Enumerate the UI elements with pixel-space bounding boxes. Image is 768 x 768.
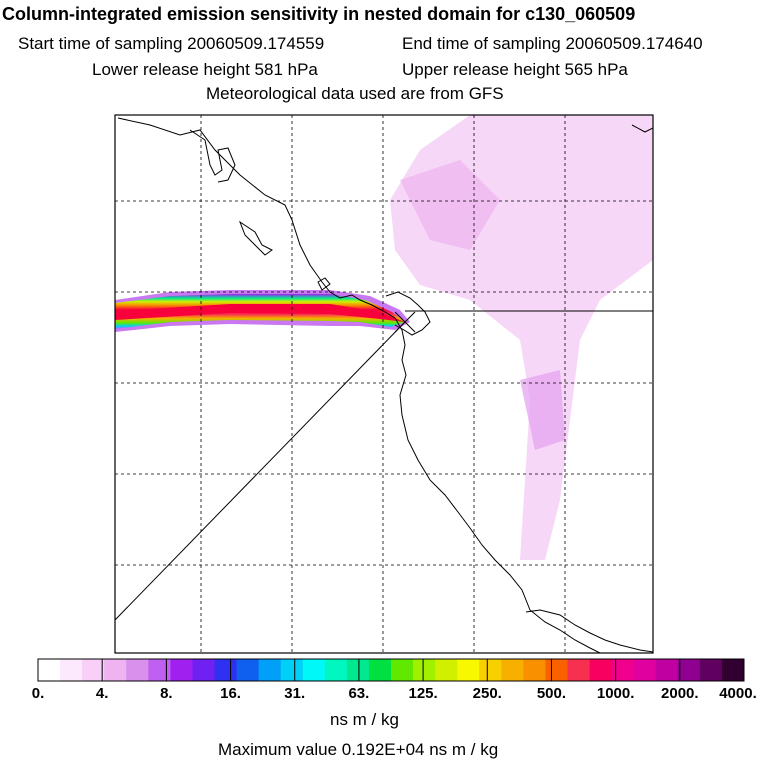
colorbar-tick-label: 31. <box>284 685 305 702</box>
colorbar-swatch <box>126 659 149 681</box>
colorbar-swatch <box>324 659 348 681</box>
release-markers <box>114 310 653 621</box>
low-sensitivity-patch <box>520 370 565 450</box>
colorbar-tick-label: 125. <box>408 685 437 702</box>
colorbar-units-label: ns m / kg <box>330 710 399 729</box>
colorbar-swatch <box>589 659 613 681</box>
colorbar-swatch <box>677 659 701 681</box>
bay-outline <box>385 291 431 336</box>
colorbar-swatch <box>655 659 679 681</box>
colorbar-tick-label: 16. <box>220 685 241 702</box>
colorbar-swatch <box>391 659 414 681</box>
colorbar-swatch <box>258 659 282 681</box>
colorbar-tick-label: 2000. <box>661 685 699 702</box>
meteorological-data-label: Meteorological data used are from GFS <box>206 84 504 103</box>
colorbar-swatch <box>721 659 745 681</box>
colorbar-swatch <box>567 659 591 681</box>
colorbar-tick-label: 63. <box>348 685 369 702</box>
chart-title: Column-integrated emission sensitivity i… <box>2 4 636 24</box>
colorbar-swatch <box>501 659 524 681</box>
colorbar-swatch <box>413 659 436 681</box>
colorbar-swatch <box>236 659 260 681</box>
release-diagonal-line <box>114 321 406 621</box>
colorbar-tick-labels: 0. 4. 8. 16. 31. 63. 125. 250. 500. 1000. 2000. 400… <box>32 685 757 702</box>
colorbar-swatch <box>368 659 392 681</box>
colorbar-tick-label: 1000. <box>597 685 635 702</box>
colorbar-swatch <box>302 659 326 681</box>
lower-release-height-label: Lower release height 581 hPa <box>92 60 318 79</box>
colorbar-swatch <box>60 659 83 681</box>
colorbar-swatch <box>170 659 193 681</box>
colorbar-swatch <box>104 659 127 681</box>
sensitivity-field <box>115 115 653 560</box>
colorbar-swatch <box>280 659 304 681</box>
colorbar-tick-label: 250. <box>473 685 502 702</box>
colorbar-tick-label: 4. <box>96 685 109 702</box>
maximum-value-label: Maximum value 0.192E+04 ns m / kg <box>218 740 499 759</box>
coastline-main <box>117 117 601 653</box>
inland-border <box>525 609 653 653</box>
map-frame <box>114 114 654 654</box>
island-outline <box>317 277 331 291</box>
colorbar-swatch <box>346 659 370 681</box>
colorbar-swatch <box>82 659 105 681</box>
island-outline <box>238 220 273 256</box>
colorbar-swatch <box>457 659 480 681</box>
colorbar-swatch <box>545 659 568 681</box>
plume-peak <box>115 304 405 322</box>
colorbar-swatch <box>523 659 546 681</box>
end-time-label: End time of sampling 20060509.174640 <box>402 34 703 53</box>
colorbar-swatch <box>699 659 723 681</box>
colorbar-swatch <box>192 659 215 681</box>
low-sensitivity-patch <box>400 160 500 250</box>
colorbar-swatch <box>435 659 458 681</box>
colorbar <box>37 658 745 682</box>
colorbar-frame <box>37 658 745 682</box>
colorbar-tick-label: 0. <box>32 685 45 702</box>
colorbar-swatch <box>214 659 238 681</box>
colorbar-swatch <box>38 659 61 681</box>
colorbar-tick-label: 500. <box>537 685 566 702</box>
coastline <box>117 117 653 653</box>
colorbar-swatch <box>633 659 657 681</box>
colorbar-swatch <box>479 659 502 681</box>
island-outline <box>189 129 236 183</box>
start-time-label: Start time of sampling 20060509.174559 <box>18 34 325 53</box>
colorbar-tick-label: 4000. <box>719 685 757 702</box>
inland-border <box>631 124 653 133</box>
colorbar-swatch <box>148 659 171 681</box>
release-point-marker <box>394 311 416 333</box>
colorbar-swatch <box>611 659 635 681</box>
upper-release-height-label: Upper release height 565 hPa <box>402 60 628 79</box>
colorbar-tick-label: 8. <box>160 685 173 702</box>
